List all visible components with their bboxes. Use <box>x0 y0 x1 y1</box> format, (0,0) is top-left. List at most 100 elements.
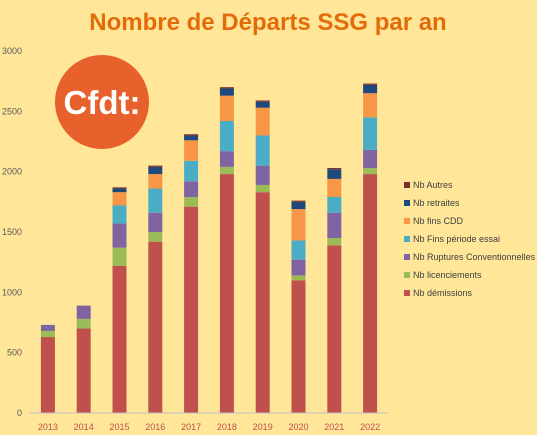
bar-segment <box>255 135 270 166</box>
bar-segment <box>184 135 199 141</box>
bar-segment <box>255 184 270 193</box>
x-tick-label: 2015 <box>109 422 129 432</box>
bar-segment <box>112 265 127 413</box>
x-tick-label: 2022 <box>360 422 380 432</box>
bar-segment <box>40 336 55 413</box>
x-tick-label: 2020 <box>288 422 308 432</box>
cfdt-logo-text: Cfdt: <box>64 84 141 121</box>
bar-segment <box>291 259 306 276</box>
bar-segment <box>112 192 127 206</box>
bar-segment <box>184 181 199 198</box>
bar-segment <box>184 134 199 136</box>
y-tick-label: 1500 <box>2 227 22 237</box>
bar-segment <box>363 117 378 150</box>
y-axis: 0 500 1000 1500 2000 2500 3000 <box>2 46 22 418</box>
bar-segment <box>184 206 199 413</box>
bar-segment <box>112 205 127 224</box>
bar-segment <box>363 174 378 413</box>
bar-segment <box>148 232 163 242</box>
bar-segment <box>327 169 342 179</box>
x-tick-label: 2013 <box>38 422 58 432</box>
bar-segment <box>219 174 234 413</box>
legend-label: Nb démissions <box>413 288 473 298</box>
bar-segment <box>255 165 270 185</box>
bar-segment <box>219 87 234 89</box>
bar-segment <box>363 83 378 85</box>
bar-segment <box>327 168 342 170</box>
y-tick-label: 0 <box>17 408 22 418</box>
legend-swatch <box>404 254 410 260</box>
bar-segment <box>219 166 234 175</box>
bar-segment <box>184 197 199 207</box>
legend-label: Nb Ruptures Conventionnelles <box>413 252 536 262</box>
x-tick-label: 2018 <box>217 422 237 432</box>
bar-segment <box>327 245 342 413</box>
bar-segment <box>327 238 342 246</box>
legend-swatch <box>404 200 410 206</box>
bar-segment <box>148 174 163 189</box>
bar-segment <box>291 209 306 241</box>
x-tick-label: 2017 <box>181 422 201 432</box>
bar-segment <box>363 84 378 94</box>
y-tick-label: 3000 <box>2 46 22 56</box>
legend-swatch <box>404 182 410 188</box>
bar-segment <box>148 241 163 413</box>
bar-segment <box>291 201 306 210</box>
bar-segment <box>327 197 342 213</box>
bar-segment <box>291 280 306 413</box>
legend-label: Nb Fins période essai <box>413 234 500 244</box>
y-tick-label: 2000 <box>2 167 22 177</box>
legend-label: Nb licenciements <box>413 270 482 280</box>
bar-segment <box>363 168 378 175</box>
bar-segment <box>255 100 270 102</box>
bar-segment <box>76 305 91 319</box>
cfdt-logo: Cfdt: <box>55 55 149 149</box>
bar-segment <box>148 188 163 213</box>
bar-segment <box>255 101 270 108</box>
bar-segment <box>112 223 127 248</box>
legend-swatch <box>404 236 410 242</box>
x-tick-label: 2014 <box>74 422 94 432</box>
bar-segment <box>255 107 270 136</box>
bar-segment <box>363 93 378 118</box>
bar-segment <box>291 240 306 260</box>
bar-segment <box>327 178 342 198</box>
bar-segment <box>112 188 127 193</box>
legend-swatch <box>404 218 410 224</box>
bar-segment <box>148 165 163 167</box>
x-tick-label: 2019 <box>253 422 273 432</box>
bar-segment <box>291 200 306 202</box>
bar-segment <box>184 160 199 182</box>
bar-segment <box>363 149 378 169</box>
bar-segment <box>255 192 270 413</box>
y-tick-label: 500 <box>7 348 22 358</box>
x-axis: 2013 2014 2015 2016 2017 2018 2019 2020 2021 2022 <box>30 412 388 432</box>
bar-segment <box>76 328 91 413</box>
x-tick-label: 2021 <box>324 422 344 432</box>
bar-segment <box>219 88 234 96</box>
bar-segment <box>112 247 127 266</box>
bar-series <box>40 83 378 413</box>
bar-segment <box>219 95 234 121</box>
bar-segment <box>148 212 163 232</box>
bar-segment <box>148 166 163 175</box>
legend: Nb Autres Nb retraites Nb fins CDD Nb Fins … <box>404 180 536 298</box>
bar-segment <box>327 212 342 239</box>
legend-label: Nb retraites <box>413 198 460 208</box>
legend-label: Nb fins CDD <box>413 216 464 226</box>
y-tick-label: 2500 <box>2 106 22 116</box>
bar-segment <box>219 151 234 167</box>
bar-segment <box>112 187 127 189</box>
bar-segment <box>291 275 306 281</box>
y-tick-label: 1000 <box>2 287 22 297</box>
x-tick-label: 2016 <box>145 422 165 432</box>
legend-label: Nb Autres <box>413 180 453 190</box>
chart-title: Nombre de Départs SSG par an <box>89 9 446 36</box>
legend-swatch <box>404 272 410 278</box>
bar-segment <box>76 318 91 329</box>
bar-segment <box>40 324 55 331</box>
bar-segment <box>219 120 234 152</box>
bar-segment <box>184 140 199 161</box>
bar-segment <box>40 330 55 337</box>
